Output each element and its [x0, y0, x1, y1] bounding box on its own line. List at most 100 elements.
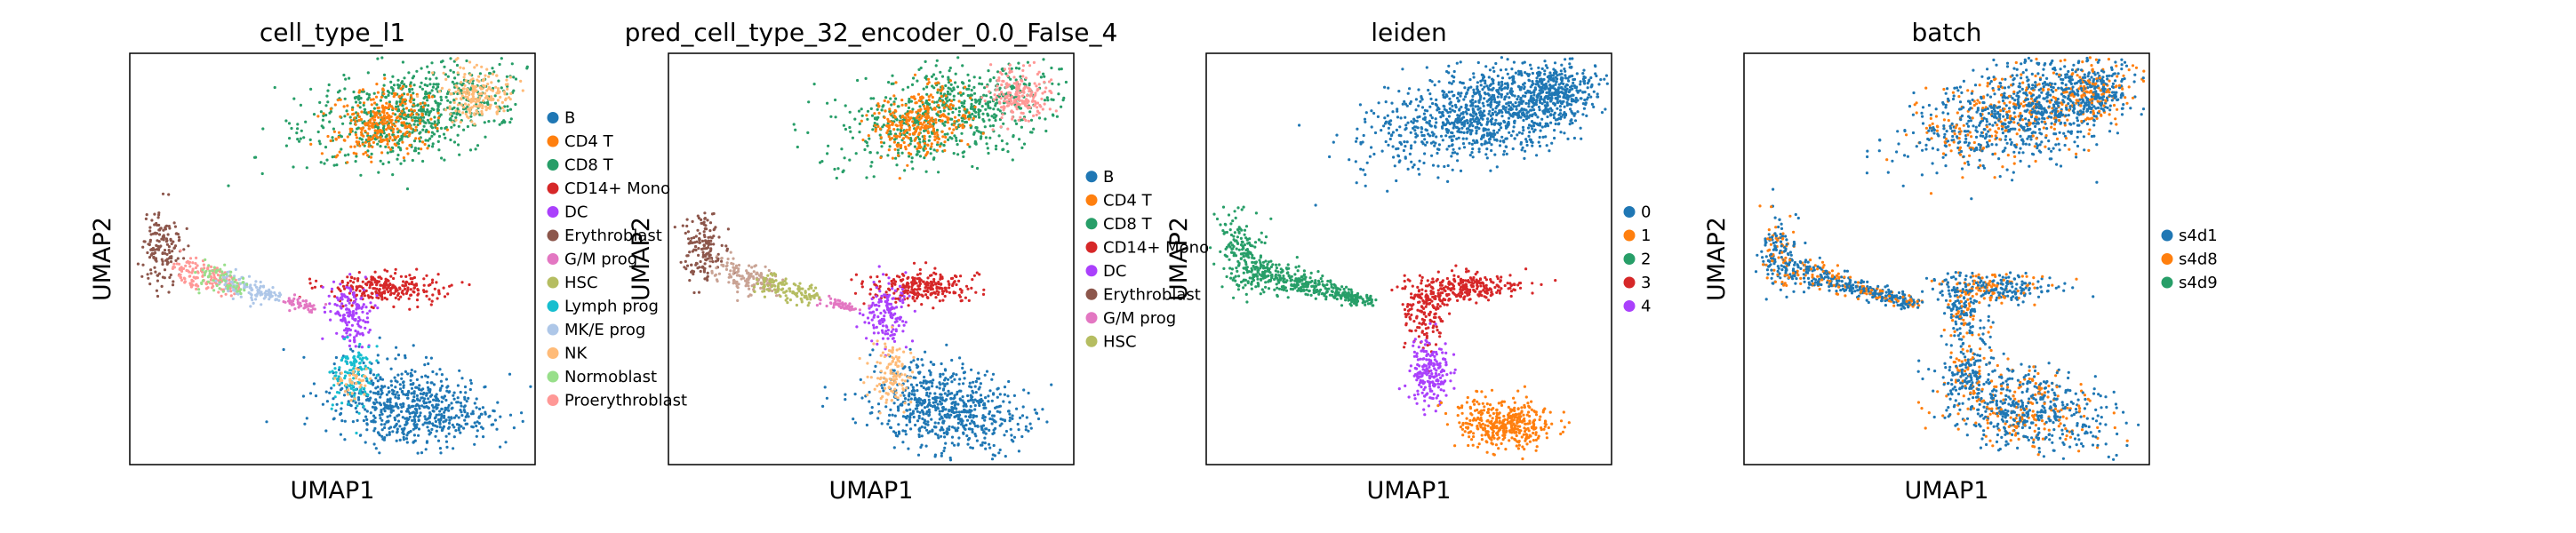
cell-point: [345, 331, 348, 335]
cell-point: [967, 84, 971, 88]
cell-point: [952, 128, 956, 131]
cell-point: [922, 386, 925, 390]
cell-point: [450, 416, 453, 419]
cell-point: [357, 345, 361, 348]
cell-point: [427, 144, 431, 147]
cell-point: [914, 136, 918, 140]
cell-point: [404, 107, 409, 110]
cell-point: [998, 86, 1002, 90]
cell-point: [356, 112, 360, 115]
cell-point: [451, 120, 454, 124]
cell-point: [944, 94, 948, 98]
cell-point: [1021, 64, 1026, 68]
cell-point: [412, 344, 415, 347]
cell-point: [352, 367, 356, 370]
cell-point: [923, 126, 926, 130]
cell-point: [398, 117, 402, 121]
cell-point: [169, 260, 173, 264]
cell-point: [417, 404, 420, 408]
cell-point: [874, 123, 877, 127]
cell-point: [300, 304, 303, 307]
cell-point: [189, 285, 193, 289]
cell-point: [473, 442, 476, 446]
cell-point: [331, 370, 334, 373]
cell-point: [975, 166, 980, 171]
cell-point: [255, 294, 259, 298]
cell-point: [892, 94, 896, 98]
cell-point: [475, 100, 478, 104]
cell-point: [891, 297, 894, 300]
cell-point: [1020, 111, 1023, 115]
cell-point: [355, 367, 358, 370]
cell-point: [359, 96, 363, 100]
cell-point: [455, 85, 459, 89]
cell-point: [848, 110, 852, 114]
cell-point: [477, 421, 481, 426]
cell-point: [944, 286, 948, 290]
cell-point: [326, 134, 330, 139]
cell-point: [934, 296, 938, 299]
cell-point: [437, 413, 441, 417]
cell-point: [391, 409, 395, 412]
cell-point: [380, 95, 383, 99]
cell-point: [404, 370, 407, 373]
cell-point: [361, 88, 364, 91]
cell-point: [188, 261, 191, 265]
cell-point: [404, 437, 409, 441]
cell-point: [332, 127, 335, 131]
cell-point: [425, 394, 428, 397]
cell-point: [233, 280, 236, 283]
cell-point: [357, 118, 361, 123]
cell-point: [939, 145, 942, 148]
cell-point: [438, 410, 442, 413]
cell-point: [146, 273, 149, 276]
cell-point: [943, 132, 947, 136]
cell-point: [980, 135, 983, 139]
cell-point: [852, 418, 855, 421]
cell-point: [929, 152, 932, 155]
cell-point: [923, 290, 926, 293]
cell-point: [464, 79, 468, 83]
cell-point: [865, 114, 868, 117]
cell-point: [381, 286, 386, 290]
cell-point: [935, 59, 939, 62]
cell-point: [905, 128, 908, 131]
cell-point: [970, 419, 973, 423]
cell-point: [918, 105, 922, 108]
cell-point: [947, 76, 950, 79]
cell-point: [355, 152, 358, 155]
cell-point: [329, 318, 332, 322]
cell-point: [946, 90, 949, 93]
cell-point: [920, 403, 924, 407]
cell-point: [329, 139, 332, 143]
cell-point: [936, 292, 940, 297]
cell-point: [388, 289, 392, 292]
cell-point: [921, 363, 924, 367]
cell-point: [375, 374, 379, 378]
cell-point: [420, 67, 423, 70]
cell-point: [503, 92, 507, 96]
cell-point: [369, 109, 372, 114]
cell-point: [887, 148, 891, 152]
cell-point: [374, 95, 379, 99]
cell-point: [938, 299, 941, 303]
cell-point: [443, 158, 446, 162]
cell-point: [1019, 75, 1022, 78]
cell-point: [190, 282, 194, 286]
cell-point: [881, 386, 884, 390]
cell-point: [394, 418, 397, 422]
cell-point: [458, 91, 461, 95]
cell-point: [957, 99, 961, 103]
cell-point: [1009, 77, 1012, 81]
cell-point: [1028, 82, 1031, 85]
cell-point: [900, 151, 904, 155]
cell-point: [1042, 72, 1045, 76]
cell-point: [1007, 379, 1011, 384]
cell-point: [488, 105, 492, 108]
cell-point: [476, 78, 479, 82]
cell-point: [897, 143, 900, 147]
cell-point: [950, 402, 954, 405]
cell-point: [912, 359, 916, 362]
cell-point: [347, 321, 351, 324]
cell-point: [389, 384, 394, 387]
